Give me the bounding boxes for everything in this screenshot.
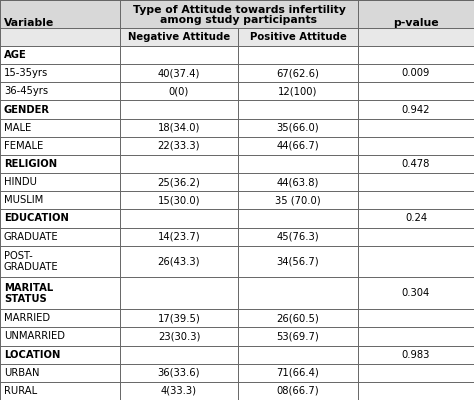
Text: MARRIED: MARRIED	[4, 313, 50, 323]
Text: HINDU: HINDU	[4, 177, 37, 187]
Text: 0.478: 0.478	[402, 159, 430, 169]
Text: 0.304: 0.304	[402, 288, 430, 298]
Text: 26(43.3): 26(43.3)	[158, 256, 200, 266]
Text: Type of Attitude towards infertility: Type of Attitude towards infertility	[133, 5, 346, 15]
Text: FEMALE: FEMALE	[4, 141, 43, 151]
Text: MARITAL
STATUS: MARITAL STATUS	[4, 282, 53, 304]
Text: 15(30.0): 15(30.0)	[158, 195, 200, 205]
Text: LOCATION: LOCATION	[4, 350, 60, 360]
Text: 22(33.3): 22(33.3)	[158, 141, 200, 151]
Text: 44(63.8): 44(63.8)	[277, 177, 319, 187]
Text: 45(76.3): 45(76.3)	[277, 232, 319, 242]
Text: Positive Attitude: Positive Attitude	[250, 32, 346, 42]
Text: GRADUATE: GRADUATE	[4, 232, 59, 242]
Text: 0.24: 0.24	[405, 214, 427, 224]
Text: MALE: MALE	[4, 123, 31, 133]
Text: 0.983: 0.983	[402, 350, 430, 360]
Text: GENDER: GENDER	[4, 104, 50, 114]
Text: Variable: Variable	[4, 18, 54, 28]
Text: 14(23.7): 14(23.7)	[158, 232, 201, 242]
Text: 34(56.7): 34(56.7)	[277, 256, 319, 266]
Text: EDUCATION: EDUCATION	[4, 214, 69, 224]
Text: 35(66.0): 35(66.0)	[277, 123, 319, 133]
Text: RELIGION: RELIGION	[4, 159, 57, 169]
Text: 40(37.4): 40(37.4)	[158, 68, 200, 78]
Text: URBAN: URBAN	[4, 368, 39, 378]
Text: 44(66.7): 44(66.7)	[277, 141, 319, 151]
Bar	[0, 28, 474, 46]
Text: 08(66.7): 08(66.7)	[277, 386, 319, 396]
Text: 0.942: 0.942	[402, 104, 430, 114]
Text: 71(66.4): 71(66.4)	[277, 368, 319, 378]
Text: 53(69.7): 53(69.7)	[277, 332, 319, 342]
Text: 36(33.6): 36(33.6)	[158, 368, 200, 378]
Text: AGE: AGE	[4, 50, 27, 60]
Text: among study participants: among study participants	[161, 15, 318, 25]
Text: 23(30.3): 23(30.3)	[158, 332, 200, 342]
Text: 18(34.0): 18(34.0)	[158, 123, 200, 133]
Bar	[0, 0, 474, 28]
Text: p-value: p-value	[393, 18, 439, 28]
Text: RURAL: RURAL	[4, 386, 37, 396]
Text: 12(100): 12(100)	[278, 86, 318, 96]
Text: 0.009: 0.009	[402, 68, 430, 78]
Text: 0(0): 0(0)	[169, 86, 189, 96]
Text: 26(60.5): 26(60.5)	[277, 313, 319, 323]
Text: 35 (70.0): 35 (70.0)	[275, 195, 321, 205]
Text: 36-45yrs: 36-45yrs	[4, 86, 48, 96]
Text: 15-35yrs: 15-35yrs	[4, 68, 48, 78]
Text: 67(62.6): 67(62.6)	[276, 68, 319, 78]
Text: Negative Attitude: Negative Attitude	[128, 32, 230, 42]
Text: POST-
GRADUATE: POST- GRADUATE	[4, 251, 59, 272]
Text: 4(33.3): 4(33.3)	[161, 386, 197, 396]
Text: 17(39.5): 17(39.5)	[158, 313, 201, 323]
Text: MUSLIM: MUSLIM	[4, 195, 43, 205]
Text: 25(36.2): 25(36.2)	[158, 177, 201, 187]
Text: UNMARRIED: UNMARRIED	[4, 332, 65, 342]
